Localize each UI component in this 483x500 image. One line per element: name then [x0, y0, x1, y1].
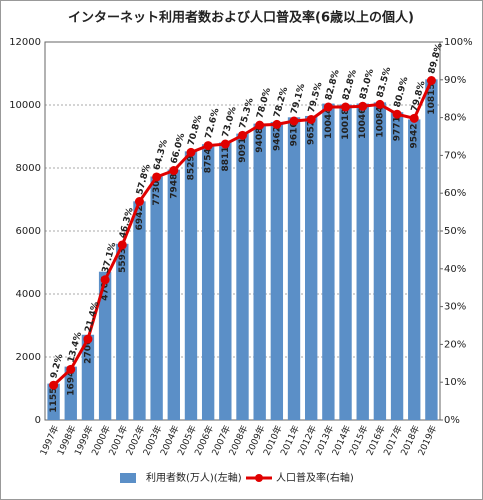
line-point — [203, 141, 213, 151]
bar-value-label: 8754 — [204, 148, 214, 173]
line-point — [49, 380, 59, 390]
bar — [253, 123, 266, 420]
bar-value-label: 10046 — [358, 108, 368, 139]
bar-value-label: 8811 — [221, 146, 231, 171]
bar-value-label: 9610 — [290, 121, 300, 146]
bar — [270, 121, 284, 421]
bar — [219, 142, 232, 421]
y-tick-label: 8000 — [16, 163, 41, 174]
bar-value-label: 8529 — [186, 155, 196, 180]
bar — [305, 115, 318, 420]
bar — [81, 334, 95, 420]
line-point — [426, 76, 436, 86]
bar-value-label: 7948 — [169, 174, 179, 199]
bar-value-label: 7730 — [152, 181, 162, 206]
bar — [167, 169, 180, 420]
bar — [98, 271, 112, 420]
line-point — [117, 240, 127, 250]
bar-value-label: 9462 — [272, 126, 282, 151]
bar — [425, 79, 438, 420]
bar — [47, 383, 60, 420]
bar — [133, 201, 146, 420]
bar — [322, 103, 335, 420]
line-point — [289, 116, 299, 126]
bar — [287, 117, 301, 420]
line-point — [134, 197, 144, 207]
bar — [339, 104, 352, 421]
y2-tick-label: 30% — [444, 302, 466, 313]
legend-swatch — [255, 474, 263, 482]
line-point — [152, 172, 162, 182]
bar — [150, 176, 163, 420]
legend-label: 利用者数(万人)(左軸) — [146, 471, 242, 484]
line-point — [272, 119, 282, 129]
bar-value-label: 10815 — [427, 83, 437, 114]
y2-tick-label: 40% — [444, 264, 466, 275]
line-point — [409, 113, 419, 123]
line-point — [238, 130, 247, 140]
bar-value-label: 9771 — [393, 116, 403, 141]
line-point — [83, 334, 93, 344]
bar — [201, 144, 215, 420]
bar-value-label: 9091 — [238, 138, 248, 163]
y2-tick-label: 100% — [444, 37, 473, 48]
bar-value-label: 5593 — [118, 248, 128, 273]
line-point — [220, 139, 230, 149]
line-point — [358, 101, 368, 111]
y-tick-label: 10000 — [9, 100, 41, 111]
line-point — [186, 147, 196, 157]
line-point — [306, 114, 316, 124]
chart-title: インターネット利用者数および人口普及率(6歳以上の個人) — [68, 10, 414, 26]
bar — [116, 243, 129, 420]
bar — [373, 102, 387, 420]
line-point — [341, 102, 351, 112]
y-tick-label: 4000 — [16, 289, 41, 300]
bar-value-label: 1694 — [66, 371, 76, 396]
bar-value-label: 6942 — [135, 205, 145, 230]
line-point — [323, 102, 333, 112]
bar — [408, 119, 421, 420]
bar-value-label: 9408 — [255, 128, 265, 153]
bar-value-label: 10044 — [324, 108, 334, 139]
bar — [184, 151, 198, 421]
bar — [390, 112, 404, 420]
legend-label: 人口普及率(右軸) — [276, 471, 354, 484]
y2-tick-label: 80% — [444, 113, 466, 124]
bar-value-label: 2706 — [83, 339, 93, 364]
y-tick-label: 0 — [35, 415, 41, 426]
y2-tick-label: 20% — [444, 339, 466, 350]
legend-swatch — [120, 473, 136, 483]
bar — [356, 103, 369, 421]
bar-value-label: 9652 — [307, 120, 317, 145]
y-tick-label: 12000 — [9, 37, 41, 48]
y2-tick-label: 70% — [444, 150, 466, 161]
bar — [236, 133, 249, 421]
line-point — [375, 99, 385, 109]
line-point — [100, 275, 110, 285]
y2-tick-label: 60% — [444, 188, 466, 199]
bar-value-label: 9542 — [410, 123, 420, 148]
bar — [64, 366, 77, 420]
y2-tick-label: 50% — [444, 226, 466, 237]
line-point — [255, 120, 265, 130]
line-point — [169, 166, 179, 176]
y-tick-label: 6000 — [16, 226, 41, 237]
bar-value-label: 10084 — [375, 106, 385, 137]
y-tick-label: 2000 — [16, 352, 41, 363]
y2-tick-label: 10% — [444, 377, 466, 388]
line-point — [392, 109, 402, 119]
bar-value-label: 1155 — [49, 388, 59, 413]
line-point — [66, 364, 76, 374]
y2-tick-label: 90% — [444, 75, 466, 86]
y2-tick-label: 0% — [444, 415, 460, 426]
bar-value-label: 4708 — [101, 276, 111, 301]
bar-value-label: 10018 — [341, 108, 351, 139]
